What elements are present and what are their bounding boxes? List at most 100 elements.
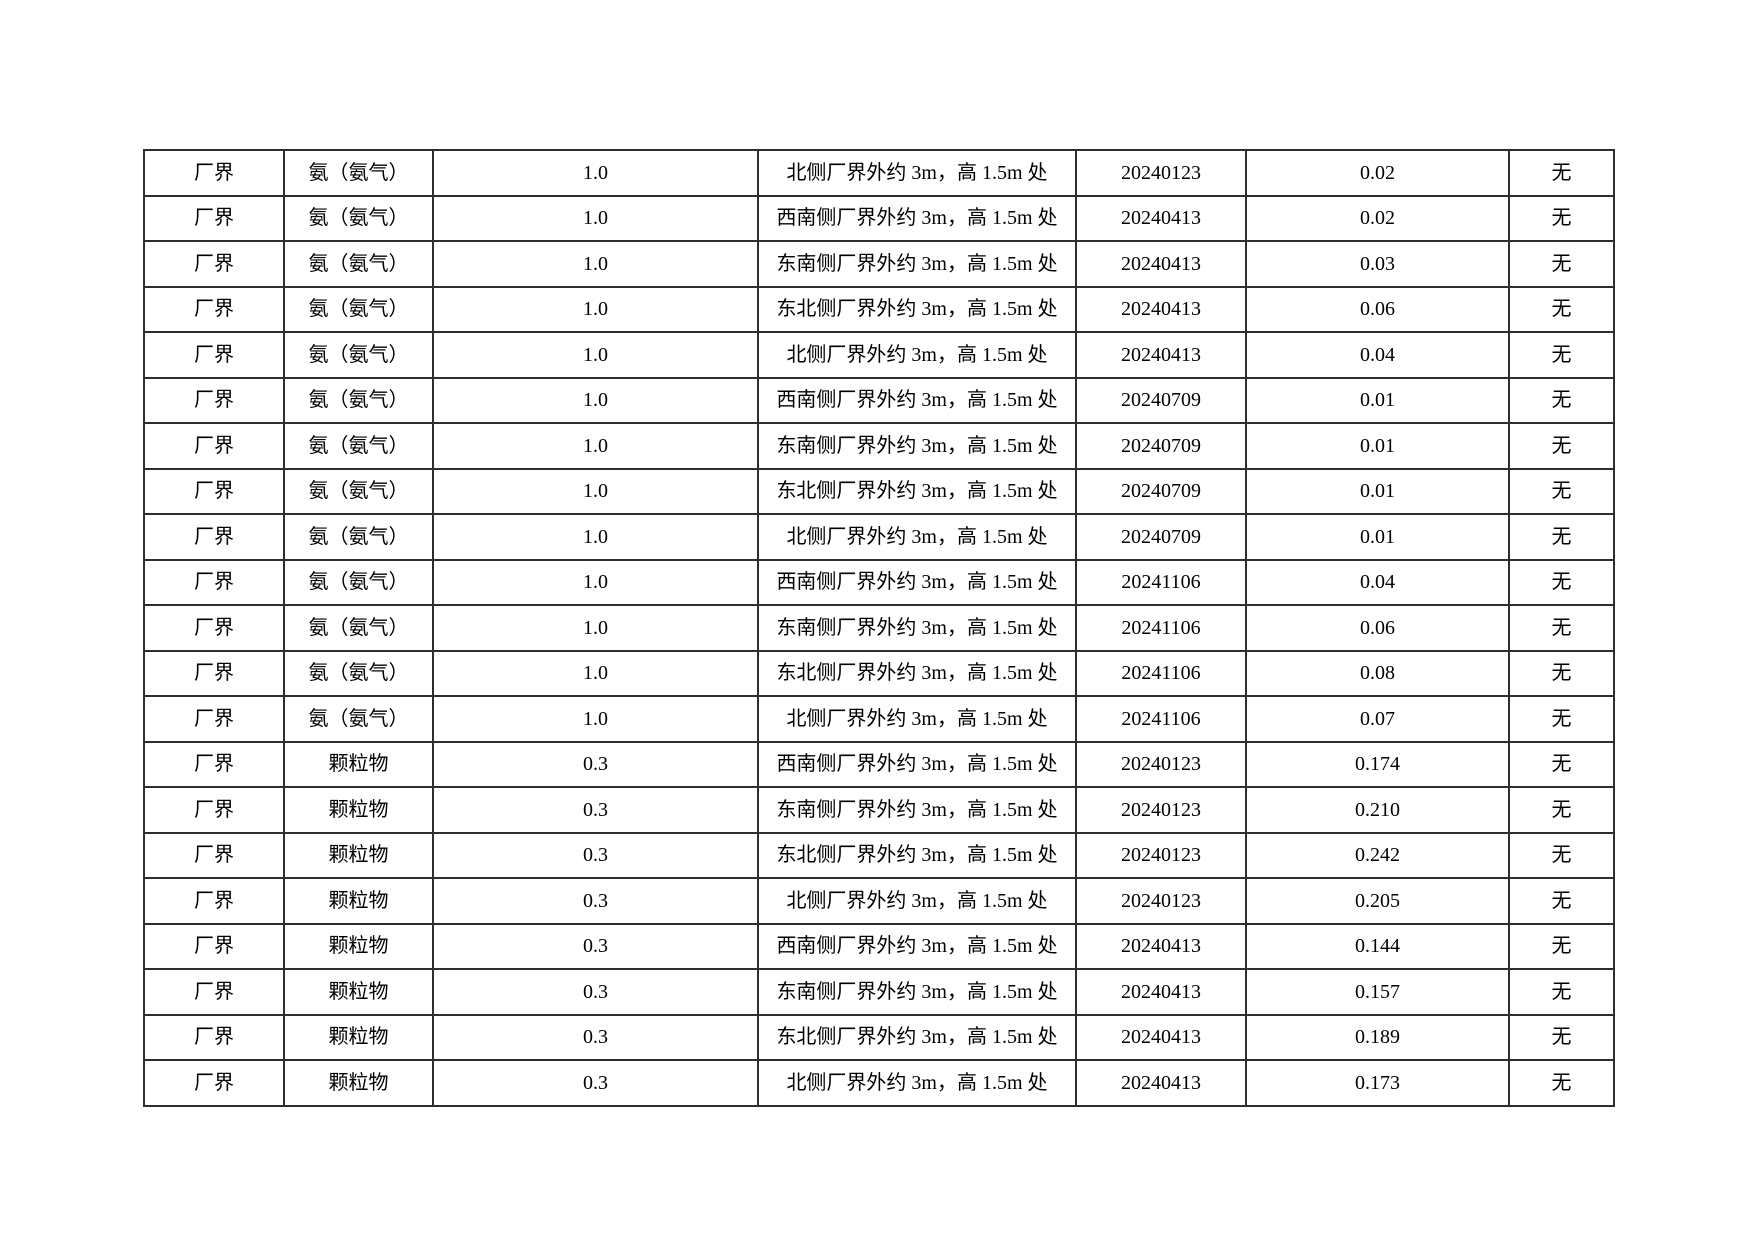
exceedance-cell: 无 — [1508, 376, 1615, 424]
result-value-cell: 0.01 — [1245, 467, 1510, 515]
location-cell: 东南侧厂界外约 3m，高 1.5m 处 — [757, 786, 1077, 834]
boundary-type-cell: 厂界 — [143, 831, 285, 879]
exceedance-cell: 无 — [1508, 331, 1615, 379]
result-value-cell: 0.06 — [1245, 285, 1510, 333]
limit-value-cell: 1.0 — [432, 240, 759, 288]
monitor-date-cell: 20240123 — [1075, 877, 1247, 925]
pollutant-cell: 氨（氨气） — [283, 695, 434, 743]
monitor-date-cell: 20241106 — [1075, 604, 1247, 652]
table-row: 厂界 氨（氨气） 1.0 东北侧厂界外约 3m，高 1.5m 处 20240709 0.0… — [143, 467, 1615, 515]
monitor-date-cell: 20240123 — [1075, 831, 1247, 879]
exceedance-cell: 无 — [1508, 467, 1615, 515]
boundary-type-cell: 厂界 — [143, 513, 285, 561]
table-row: 厂界 氨（氨气） 1.0 东南侧厂界外约 3m，高 1.5m 处 20241106 0.0… — [143, 604, 1615, 652]
result-value-cell: 0.205 — [1245, 877, 1510, 925]
exceedance-cell: 无 — [1508, 558, 1615, 606]
table-row: 厂界 氨（氨气） 1.0 北侧厂界外约 3m，高 1.5m 处 20240123 0.02… — [143, 149, 1615, 197]
result-value-cell: 0.157 — [1245, 968, 1510, 1016]
table-row: 厂界 颗粒物 0.3 西南侧厂界外约 3m，高 1.5m 处 20240413 0.144… — [143, 922, 1615, 970]
result-value-cell: 0.07 — [1245, 695, 1510, 743]
pollutant-cell: 氨（氨气） — [283, 331, 434, 379]
exceedance-cell: 无 — [1508, 968, 1615, 1016]
boundary-type-cell: 厂界 — [143, 558, 285, 606]
monitor-date-cell: 20240413 — [1075, 240, 1247, 288]
boundary-type-cell: 厂界 — [143, 877, 285, 925]
exceedance-cell: 无 — [1508, 1059, 1615, 1107]
limit-value-cell: 1.0 — [432, 285, 759, 333]
limit-value-cell: 1.0 — [432, 467, 759, 515]
limit-value-cell: 1.0 — [432, 149, 759, 197]
location-cell: 西南侧厂界外约 3m，高 1.5m 处 — [757, 558, 1077, 606]
result-value-cell: 0.174 — [1245, 740, 1510, 788]
exceedance-cell: 无 — [1508, 922, 1615, 970]
boundary-type-cell: 厂界 — [143, 194, 285, 242]
pollutant-cell: 氨（氨气） — [283, 649, 434, 697]
limit-value-cell: 1.0 — [432, 513, 759, 561]
monitor-date-cell: 20240413 — [1075, 968, 1247, 1016]
table-row: 厂界 颗粒物 0.3 北侧厂界外约 3m，高 1.5m 处 20240413 0.173 无 — [143, 1059, 1615, 1107]
result-value-cell: 0.08 — [1245, 649, 1510, 697]
monitor-date-cell: 20240413 — [1075, 1059, 1247, 1107]
location-cell: 西南侧厂界外约 3m，高 1.5m 处 — [757, 740, 1077, 788]
boundary-type-cell: 厂界 — [143, 604, 285, 652]
monitor-date-cell: 20240123 — [1075, 740, 1247, 788]
result-value-cell: 0.01 — [1245, 376, 1510, 424]
table-row: 厂界 氨（氨气） 1.0 北侧厂界外约 3m，高 1.5m 处 20241106 0.07… — [143, 695, 1615, 743]
location-cell: 北侧厂界外约 3m，高 1.5m 处 — [757, 331, 1077, 379]
location-cell: 东南侧厂界外约 3m，高 1.5m 处 — [757, 422, 1077, 470]
exceedance-cell: 无 — [1508, 194, 1615, 242]
boundary-type-cell: 厂界 — [143, 285, 285, 333]
limit-value-cell: 0.3 — [432, 1013, 759, 1061]
table-row: 厂界 颗粒物 0.3 东北侧厂界外约 3m，高 1.5m 处 20240123 0.242… — [143, 831, 1615, 879]
location-cell: 北侧厂界外约 3m，高 1.5m 处 — [757, 695, 1077, 743]
table-row: 厂界 氨（氨气） 1.0 东北侧厂界外约 3m，高 1.5m 处 20241106 0.0… — [143, 649, 1615, 697]
pollutant-cell: 颗粒物 — [283, 877, 434, 925]
monitor-date-cell: 20240123 — [1075, 149, 1247, 197]
pollutant-cell: 颗粒物 — [283, 1059, 434, 1107]
location-cell: 西南侧厂界外约 3m，高 1.5m 处 — [757, 922, 1077, 970]
table-row: 厂界 氨（氨气） 1.0 西南侧厂界外约 3m，高 1.5m 处 20240413 0.0… — [143, 194, 1615, 242]
table-row: 厂界 颗粒物 0.3 东北侧厂界外约 3m，高 1.5m 处 20240413 0.189… — [143, 1013, 1615, 1061]
table-row: 厂界 颗粒物 0.3 东南侧厂界外约 3m，高 1.5m 处 20240413 0.157… — [143, 968, 1615, 1016]
exceedance-cell: 无 — [1508, 831, 1615, 879]
location-cell: 东北侧厂界外约 3m，高 1.5m 处 — [757, 285, 1077, 333]
limit-value-cell: 0.3 — [432, 831, 759, 879]
result-value-cell: 0.173 — [1245, 1059, 1510, 1107]
result-value-cell: 0.02 — [1245, 194, 1510, 242]
exceedance-cell: 无 — [1508, 149, 1615, 197]
exceedance-cell: 无 — [1508, 786, 1615, 834]
limit-value-cell: 0.3 — [432, 786, 759, 834]
limit-value-cell: 1.0 — [432, 695, 759, 743]
limit-value-cell: 0.3 — [432, 877, 759, 925]
table-row: 厂界 氨（氨气） 1.0 东北侧厂界外约 3m，高 1.5m 处 20240413 0.0… — [143, 285, 1615, 333]
limit-value-cell: 1.0 — [432, 604, 759, 652]
boundary-type-cell: 厂界 — [143, 422, 285, 470]
boundary-type-cell: 厂界 — [143, 786, 285, 834]
location-cell: 东北侧厂界外约 3m，高 1.5m 处 — [757, 831, 1077, 879]
result-value-cell: 0.242 — [1245, 831, 1510, 879]
monitor-date-cell: 20240413 — [1075, 331, 1247, 379]
table-row: 厂界 氨（氨气） 1.0 西南侧厂界外约 3m，高 1.5m 处 20241106 0.0… — [143, 558, 1615, 606]
monitor-date-cell: 20240413 — [1075, 194, 1247, 242]
table-row: 厂界 氨（氨气） 1.0 西南侧厂界外约 3m，高 1.5m 处 20240709 0.0… — [143, 376, 1615, 424]
exceedance-cell: 无 — [1508, 422, 1615, 470]
boundary-type-cell: 厂界 — [143, 149, 285, 197]
result-value-cell: 0.189 — [1245, 1013, 1510, 1061]
pollutant-cell: 氨（氨气） — [283, 194, 434, 242]
boundary-type-cell: 厂界 — [143, 467, 285, 515]
limit-value-cell: 1.0 — [432, 558, 759, 606]
pollutant-cell: 氨（氨气） — [283, 467, 434, 515]
monitor-date-cell: 20240709 — [1075, 513, 1247, 561]
result-value-cell: 0.04 — [1245, 331, 1510, 379]
monitor-date-cell: 20241106 — [1075, 649, 1247, 697]
table-row: 厂界 颗粒物 0.3 西南侧厂界外约 3m，高 1.5m 处 20240123 0.174… — [143, 740, 1615, 788]
location-cell: 东北侧厂界外约 3m，高 1.5m 处 — [757, 649, 1077, 697]
boundary-type-cell: 厂界 — [143, 922, 285, 970]
result-value-cell: 0.03 — [1245, 240, 1510, 288]
result-value-cell: 0.04 — [1245, 558, 1510, 606]
location-cell: 北侧厂界外约 3m，高 1.5m 处 — [757, 1059, 1077, 1107]
pollutant-cell: 氨（氨气） — [283, 149, 434, 197]
result-value-cell: 0.210 — [1245, 786, 1510, 834]
exceedance-cell: 无 — [1508, 695, 1615, 743]
